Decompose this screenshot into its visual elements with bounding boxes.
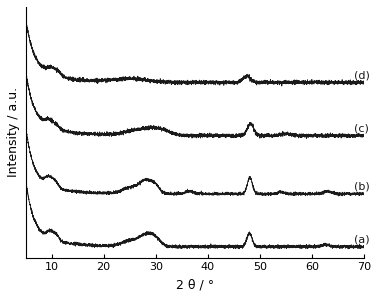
Text: (c): (c) (353, 123, 369, 134)
Text: (a): (a) (353, 235, 369, 245)
Text: (d): (d) (353, 70, 369, 80)
Text: (b): (b) (353, 181, 369, 192)
Y-axis label: Intensity / a.u.: Intensity / a.u. (7, 87, 20, 177)
X-axis label: 2 θ / °: 2 θ / ° (176, 278, 214, 291)
